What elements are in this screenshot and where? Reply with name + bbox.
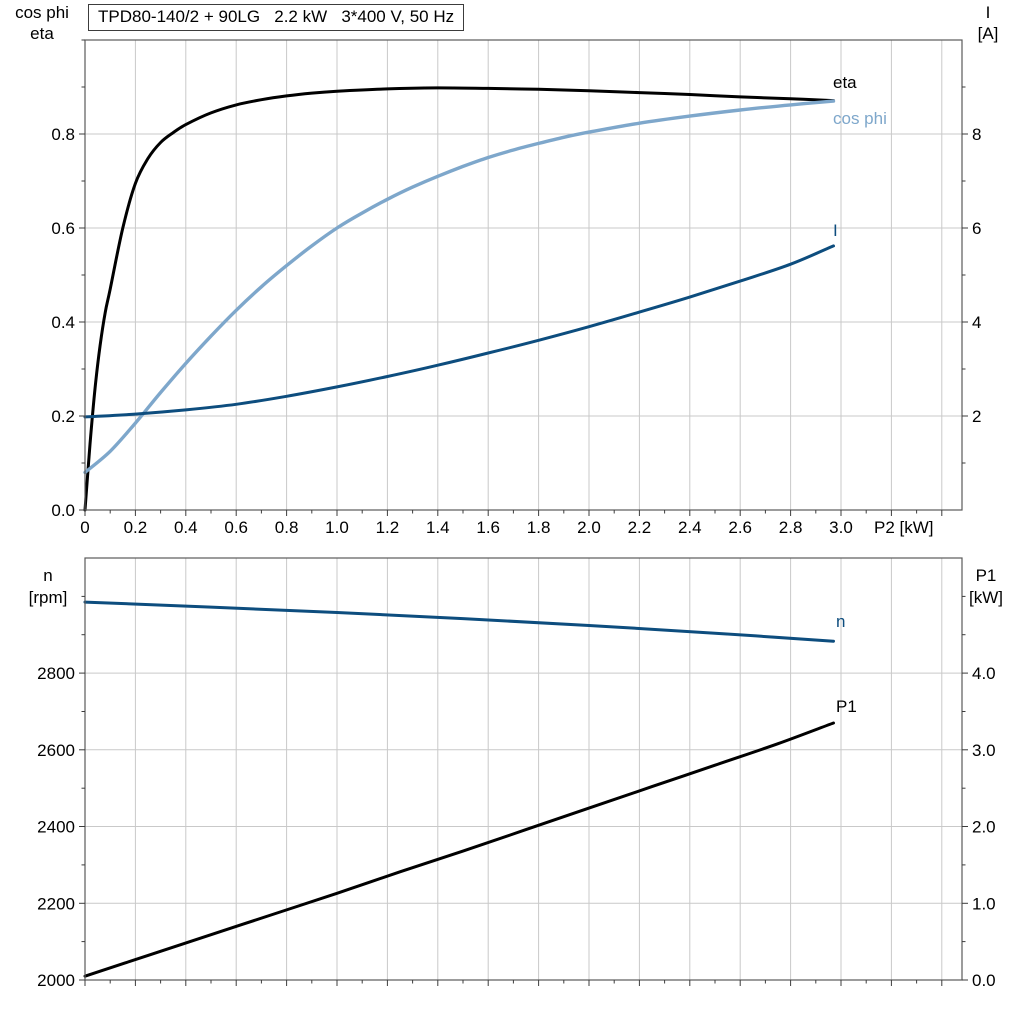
y-axis-caption-amps-unit: [A] bbox=[977, 24, 999, 43]
y-axis-caption-p1: P1 bbox=[975, 566, 997, 585]
tick-label: 4 bbox=[972, 313, 981, 332]
tick-label: 0.6 bbox=[51, 219, 75, 238]
tick-label: 2 bbox=[972, 407, 981, 426]
plot-frame bbox=[84, 557, 963, 981]
tick-label: 0 bbox=[80, 518, 89, 537]
tick-label: 3.0 bbox=[829, 518, 853, 537]
tick-label: 2.2 bbox=[628, 518, 652, 537]
curve-label-p1: P1 bbox=[836, 697, 857, 716]
tick-label: 2800 bbox=[37, 664, 75, 683]
tick-label: 2.8 bbox=[779, 518, 803, 537]
tick-label: 2.0 bbox=[972, 818, 996, 837]
y-axis-caption-cos-phi: cos phi bbox=[15, 3, 69, 22]
tick-label: 8 bbox=[972, 125, 981, 144]
tick-label: 2.4 bbox=[678, 518, 702, 537]
curve-n bbox=[83, 600, 835, 643]
tick-label: 1.8 bbox=[527, 518, 551, 537]
tick-label: 2.0 bbox=[577, 518, 601, 537]
tick-label: 0.0 bbox=[972, 971, 996, 990]
tick-label: 1.0 bbox=[972, 894, 996, 913]
x-axis-caption-p2: P2 [kW] bbox=[874, 518, 934, 537]
tick-label: 0.8 bbox=[51, 125, 75, 144]
curve-label-speed: n bbox=[836, 612, 846, 631]
tick-label: 2600 bbox=[37, 741, 75, 760]
y-axis-caption-speed: n bbox=[43, 566, 53, 585]
tick-label: 1.0 bbox=[325, 518, 349, 537]
curve-I bbox=[83, 244, 835, 419]
tick-label: 0.4 bbox=[174, 518, 198, 537]
chart-title-box: TPD80-140/2 + 90LG 2.2 kW 3*400 V, 50 Hz bbox=[88, 4, 465, 31]
curve-P1 bbox=[83, 721, 835, 978]
tick-label: 0.2 bbox=[51, 407, 75, 426]
tick-label: 3.0 bbox=[972, 741, 996, 760]
tick-label: 0.8 bbox=[275, 518, 299, 537]
tick-label: 2000 bbox=[37, 971, 75, 990]
y-axis-caption-eta: eta bbox=[30, 24, 54, 43]
curve-label-eta: eta bbox=[833, 73, 857, 92]
curve-label-current: I bbox=[833, 221, 838, 240]
curve-cos-phi bbox=[83, 99, 836, 475]
tick-label: 0.6 bbox=[224, 518, 248, 537]
curve-eta bbox=[83, 86, 835, 512]
tick-label: 1.6 bbox=[476, 518, 500, 537]
tick-label: 2400 bbox=[37, 818, 75, 837]
tick-label: 0.0 bbox=[51, 501, 75, 520]
y-axis-caption-rpm-unit: [rpm] bbox=[28, 588, 68, 607]
tick-label: 1.2 bbox=[376, 518, 400, 537]
tick-label: 1.4 bbox=[426, 518, 450, 537]
tick-label: 0.2 bbox=[124, 518, 148, 537]
tick-label: 2.6 bbox=[728, 518, 752, 537]
y-axis-caption-current: I bbox=[985, 3, 991, 22]
tick-label: 6 bbox=[972, 219, 981, 238]
tick-label: 2200 bbox=[37, 894, 75, 913]
tick-label: 0.4 bbox=[51, 313, 75, 332]
curve-label-cos-phi: cos phi bbox=[833, 109, 887, 128]
tick-label: 4.0 bbox=[972, 664, 996, 683]
y-axis-caption-kw-unit: [kW] bbox=[969, 588, 1003, 607]
